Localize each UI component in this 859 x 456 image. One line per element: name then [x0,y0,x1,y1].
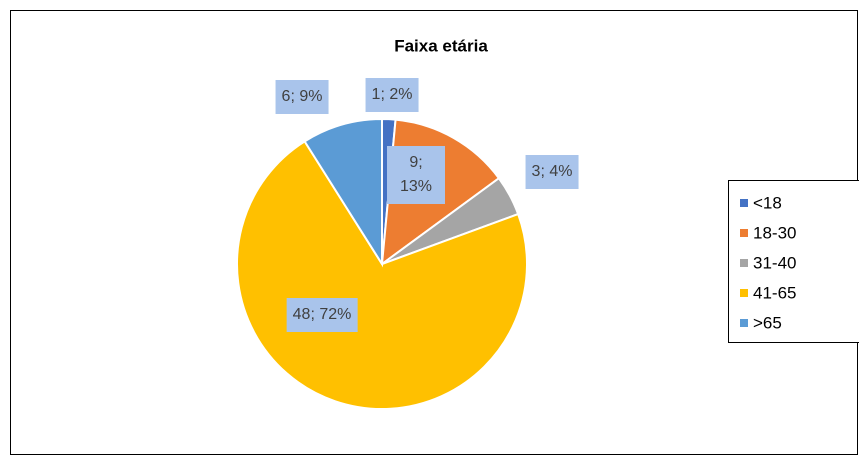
legend-label: <18 [753,193,782,212]
legend-label: 18-30 [753,223,796,242]
legend-box [728,180,859,343]
data-label: 3; 4% [525,155,579,189]
pie-slice [236,139,528,410]
data-label: 48; 72% [286,298,358,332]
legend-marker [740,259,748,267]
data-label: 6; 9% [275,80,329,114]
legend-label: >65 [753,313,782,332]
legend-marker [740,229,748,237]
legend-marker [740,289,748,297]
pie-slice [303,117,383,268]
chart-title: Faixa etária [394,36,488,55]
legend-marker [740,319,748,327]
legend-label: 41-65 [753,283,796,302]
legend-marker [740,199,748,207]
data-label: 1; 2% [365,78,419,112]
legend-label: 31-40 [753,253,796,272]
data-label: 9; 13% [387,146,445,204]
